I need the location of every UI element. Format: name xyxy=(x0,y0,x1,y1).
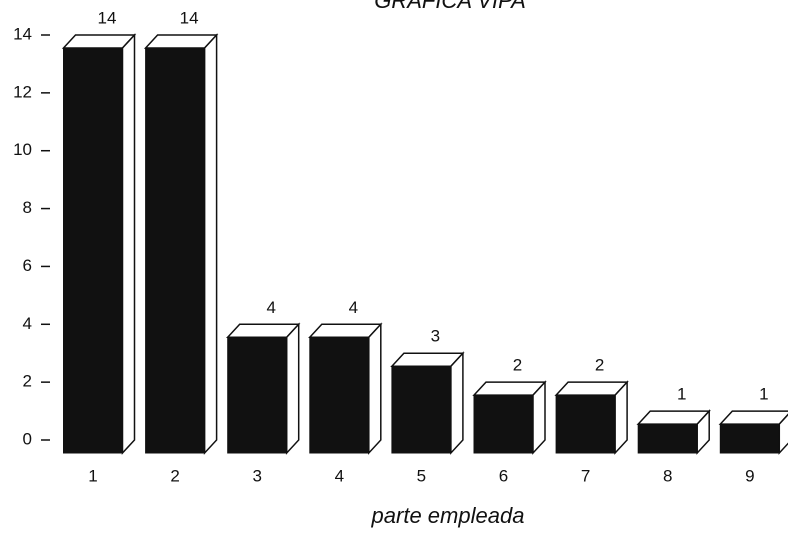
bar-top xyxy=(718,410,788,425)
value-label: 14 xyxy=(180,8,199,27)
y-tick-label: 8 xyxy=(23,198,32,217)
y-tick-label: 14 xyxy=(13,24,32,43)
y-tick-label: 12 xyxy=(13,82,32,101)
bar-side xyxy=(614,380,628,455)
x-tick-label: 9 xyxy=(745,466,754,485)
x-tick-label: 2 xyxy=(170,466,179,485)
value-label: 2 xyxy=(595,356,604,375)
y-tick-label: 6 xyxy=(23,256,32,275)
bar xyxy=(719,423,780,454)
bar xyxy=(227,336,288,454)
x-tick-label: 8 xyxy=(663,466,672,485)
value-label: 2 xyxy=(513,356,522,375)
value-label: 1 xyxy=(759,385,768,404)
y-tick-label: 10 xyxy=(13,140,32,159)
bar xyxy=(309,336,370,454)
x-tick-label: 7 xyxy=(581,466,590,485)
y-tick-label: 4 xyxy=(23,314,32,333)
x-tick-label: 5 xyxy=(417,466,426,485)
x-tick-label: 6 xyxy=(499,466,508,485)
bar xyxy=(555,394,616,454)
y-tick-label: 2 xyxy=(23,372,32,391)
y-tick-label: 0 xyxy=(23,429,32,448)
bar xyxy=(63,47,123,454)
value-label: 14 xyxy=(98,8,117,27)
bar-side xyxy=(121,33,136,455)
bar-side xyxy=(532,380,546,455)
x-tick-label: 3 xyxy=(252,466,261,485)
x-tick-label: 4 xyxy=(335,466,344,485)
bar-side xyxy=(450,351,464,455)
value-label: 4 xyxy=(266,298,275,317)
bar-side xyxy=(285,322,300,455)
value-label: 1 xyxy=(677,385,686,404)
bar xyxy=(637,423,698,454)
chart-title: GRAFICA VIPA xyxy=(374,0,526,13)
bar xyxy=(391,365,452,454)
value-label: 4 xyxy=(349,298,358,317)
bar-side xyxy=(203,33,218,455)
x-axis-label: parte empleada xyxy=(371,503,525,528)
bar xyxy=(473,394,534,454)
bar-side xyxy=(368,322,382,455)
bar xyxy=(145,47,206,454)
x-tick-label: 1 xyxy=(88,466,97,485)
value-label: 3 xyxy=(431,327,440,346)
